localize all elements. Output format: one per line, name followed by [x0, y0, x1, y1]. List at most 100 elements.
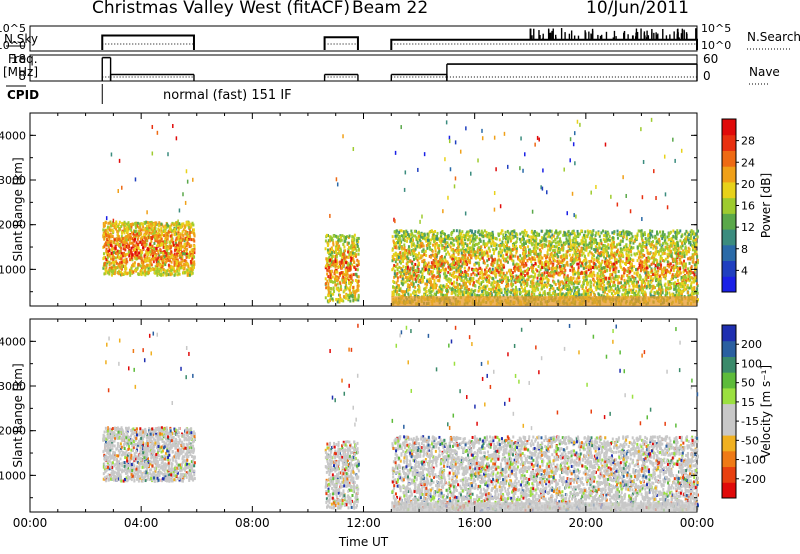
heatmap-cell [127, 250, 130, 254]
heatmap-cell [162, 258, 165, 262]
heatmap-cell [134, 256, 137, 260]
heatmap-cell [696, 235, 699, 239]
heatmap-cell [553, 231, 556, 235]
heatmap-cell [357, 296, 360, 300]
heatmap-cell [675, 259, 678, 263]
heatmap-cell [667, 283, 670, 287]
heatmap-cell [125, 240, 128, 244]
heatmap-cell [670, 239, 673, 243]
heatmap-cell [475, 279, 478, 283]
heatmap-cell [116, 224, 119, 228]
heatmap-cell [397, 284, 400, 288]
heatmap-cell [403, 246, 406, 250]
heatmap-cell [336, 298, 339, 302]
heatmap-cell [483, 272, 486, 276]
heatmap-cell [609, 277, 612, 281]
heatmap-cell [443, 245, 446, 249]
heatmap-cell [641, 253, 644, 257]
heatmap-cell [342, 261, 345, 265]
heatmap-cell [552, 249, 555, 253]
heatmap-cell [680, 241, 683, 245]
heatmap-cell [490, 244, 493, 248]
heatmap-cell [674, 246, 677, 250]
heatmap-cell [334, 274, 337, 278]
heatmap-cell [145, 239, 148, 243]
heatmap-cell [155, 258, 158, 262]
heatmap-cell [436, 279, 439, 283]
heatmap-cell [470, 279, 473, 283]
heatmap-cell [514, 263, 517, 267]
heatmap-cell [505, 290, 508, 294]
heatmap-cell [544, 254, 547, 258]
heatmap-cell [651, 261, 654, 265]
heatmap-cell [145, 237, 148, 241]
nsky-tick-top: 10^5 [0, 22, 26, 35]
heatmap-cell [182, 266, 185, 270]
heatmap-cell [630, 290, 633, 294]
heatmap-cell [546, 235, 549, 239]
heatmap-cell [589, 240, 592, 244]
heatmap-cell [109, 243, 112, 247]
heatmap-cell [329, 264, 332, 268]
heatmap-cell [174, 272, 177, 276]
heatmap-cell [613, 255, 616, 259]
heatmap-cell [109, 228, 112, 232]
heatmap-cell [617, 291, 620, 295]
heatmap-cell [453, 266, 456, 270]
heatmap-cell [647, 271, 650, 275]
heatmap-cell [114, 267, 117, 271]
heatmap-cell [532, 237, 535, 241]
heatmap-cell [353, 233, 356, 237]
heatmap-cell [153, 241, 156, 245]
heatmap-cell [340, 251, 343, 255]
heatmap-cell [109, 241, 112, 245]
heatmap-cell [137, 236, 140, 240]
heatmap-cell [682, 249, 685, 253]
heatmap-cell [329, 262, 332, 266]
heatmap-cell [512, 275, 515, 279]
heatmap-cell [468, 258, 471, 262]
heatmap-cell [124, 253, 127, 257]
heatmap-cell [126, 245, 129, 249]
heatmap-cell [343, 245, 346, 249]
heatmap-cell [126, 260, 129, 264]
heatmap-cell [189, 225, 192, 229]
heatmap-cell [435, 293, 438, 297]
heatmap-cell [144, 265, 147, 269]
heatmap-cell [514, 234, 517, 238]
heatmap-cell [149, 260, 152, 264]
heatmap-cell [151, 235, 154, 239]
heatmap-cell [592, 241, 595, 245]
heatmap-cell [688, 286, 691, 290]
heatmap-cell [327, 299, 330, 303]
heatmap-cell [581, 242, 584, 246]
heatmap-cell [656, 230, 659, 234]
heatmap-cell [511, 271, 514, 275]
heatmap-cell [689, 240, 692, 244]
heatmap-cell [485, 234, 488, 238]
heatmap-cell [143, 243, 146, 247]
heatmap-cell [344, 278, 347, 282]
heatmap-cell [625, 247, 628, 251]
heatmap-cell [182, 271, 185, 275]
heatmap-cell [562, 241, 565, 245]
heatmap-cell [329, 280, 332, 284]
heatmap-cell [651, 229, 654, 233]
heatmap-cell [339, 298, 342, 302]
heatmap-cell [119, 243, 122, 247]
heatmap-cell [163, 240, 166, 244]
heatmap-cell [351, 256, 354, 260]
heatmap-cell [463, 293, 466, 297]
heatmap-cell [399, 251, 402, 255]
heatmap-cell [118, 220, 121, 224]
heatmap-cell [412, 234, 415, 238]
heatmap-cell [335, 270, 338, 274]
heatmap-cell [115, 261, 118, 265]
heatmap-cell [567, 291, 570, 295]
heatmap-cell [354, 294, 357, 298]
heatmap-cell [391, 256, 394, 260]
heatmap-cell [401, 270, 404, 274]
heatmap-cell [647, 284, 650, 288]
heatmap-cell [466, 260, 469, 264]
heatmap-cell [433, 240, 436, 244]
